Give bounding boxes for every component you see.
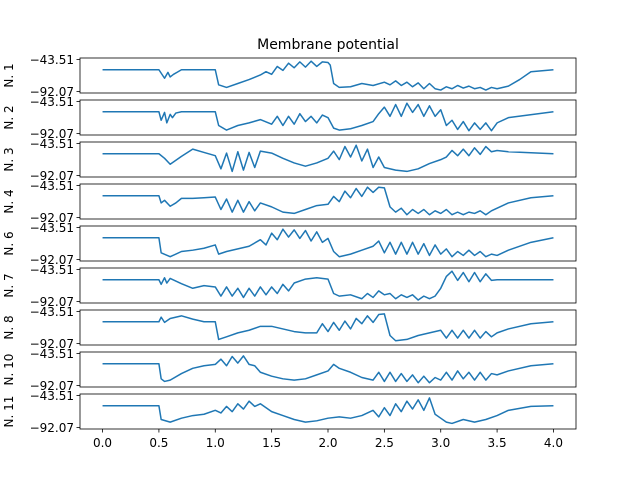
- series-line-n-7: [102, 270, 554, 301]
- x-tick-label: 4.0: [544, 436, 563, 450]
- y-tick-label: −43.51: [30, 389, 74, 403]
- x-tick-label: 0.5: [149, 436, 168, 450]
- panel-n-10: −43.51 −92.07 N. 10: [2, 347, 577, 393]
- x-tick-label: 1.5: [262, 436, 281, 450]
- x-tick-label: 1.0: [206, 436, 225, 450]
- series-line-n-2: [102, 102, 554, 132]
- series-label-n-10: N. 10: [2, 354, 16, 386]
- panel-frame: [79, 309, 577, 346]
- y-tick-label: −92.07: [30, 295, 74, 309]
- panel-n-11: −43.51 −92.07 N. 11: [2, 389, 577, 435]
- series-line-n-8: [102, 313, 554, 342]
- panel-n-4: −43.51 −92.07 N. 4: [2, 179, 577, 225]
- series-label-n-4: N. 4: [2, 189, 16, 213]
- y-tick-label: −43.51: [30, 53, 74, 67]
- y-tick-label: −92.07: [30, 421, 74, 435]
- panel-frame: [79, 225, 577, 262]
- x-tick-label: 2.5: [375, 436, 394, 450]
- series-label-n-7: N. 7: [2, 273, 16, 297]
- x-tick-label: 3.0: [431, 436, 450, 450]
- y-tick-label: −92.07: [30, 169, 74, 183]
- x-tick-label: 3.5: [488, 436, 507, 450]
- y-tick-label: −92.07: [30, 211, 74, 225]
- panel-frame: [79, 183, 577, 220]
- series-line-n-1: [102, 60, 554, 91]
- series-label-n-1: N. 1: [2, 63, 16, 87]
- y-tick-label: −43.51: [30, 179, 74, 193]
- panel-n-2: −43.51 −92.07 N. 2: [2, 95, 577, 141]
- panel-frame: [79, 393, 577, 430]
- y-tick-label: −43.51: [30, 95, 74, 109]
- y-tick-label: −43.51: [30, 305, 74, 319]
- x-tick-label: 2.0: [318, 436, 337, 450]
- y-tick-label: −43.51: [30, 221, 74, 235]
- series-line-n-11: [102, 397, 554, 425]
- y-tick-label: −92.07: [30, 127, 74, 141]
- series-line-n-10: [102, 355, 554, 384]
- panel-n-6: −43.51 −92.07 N. 6: [2, 221, 577, 267]
- y-tick-label: −92.07: [30, 253, 74, 267]
- y-tick-label: −92.07: [30, 379, 74, 393]
- panel-n-8: −43.51 −92.07 N. 8: [2, 305, 577, 351]
- y-tick-label: −43.51: [30, 347, 74, 361]
- panel-n-7: −43.51 −92.07 N. 7: [2, 263, 577, 309]
- y-tick-label: −43.51: [30, 137, 74, 151]
- y-tick-label: −92.07: [30, 337, 74, 351]
- panel-frame: [79, 351, 577, 388]
- panel-n-1: −43.51 −92.07 N. 1: [2, 53, 577, 99]
- y-tick-label: −43.51: [30, 263, 74, 277]
- series-line-n-6: [102, 228, 554, 258]
- y-tick-label: −92.07: [30, 85, 74, 99]
- panel-frame: [79, 267, 577, 304]
- series-label-n-6: N. 6: [2, 231, 16, 255]
- series-label-n-8: N. 8: [2, 315, 16, 339]
- series-line-n-3: [102, 144, 554, 173]
- subplot-panels: −43.51−92.07N. 1−43.51−92.07N. 2−43.51−9…: [2, 53, 577, 435]
- panel-frame: [79, 99, 577, 136]
- series-line-n-4: [102, 186, 554, 216]
- x-axis: 0.0 0.5 1.0 1.5 2.0 2.5 3.0 3.5 4.0: [93, 429, 563, 450]
- chart-title: Membrane potential: [257, 37, 399, 53]
- series-label-n-11: N. 11: [2, 396, 16, 428]
- panel-frame: [79, 141, 577, 178]
- panel-frame: [79, 57, 577, 94]
- x-tick-label: 0.0: [93, 436, 112, 450]
- series-label-n-3: N. 3: [2, 147, 16, 171]
- series-label-n-2: N. 2: [2, 105, 16, 129]
- panel-n-3: −43.51 −92.07 N. 3: [2, 137, 577, 183]
